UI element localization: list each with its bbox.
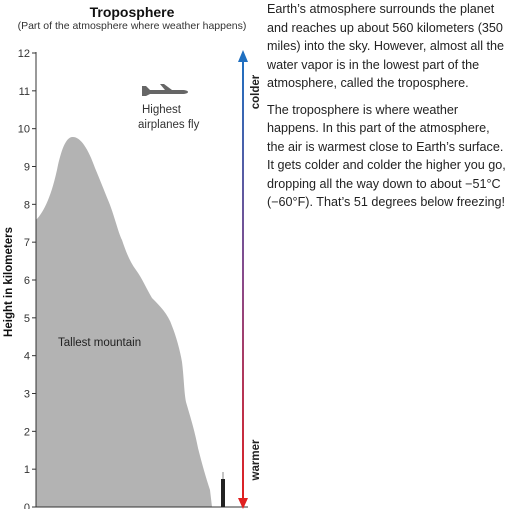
y-tick-label: 9 [24, 162, 30, 174]
y-tick-label: 1 [24, 464, 30, 476]
y-tick-label: 0 [24, 502, 30, 509]
y-tick-label: 11 [19, 86, 30, 98]
airplane-icon [142, 84, 188, 96]
y-tick-label: 3 [24, 389, 30, 401]
airplanes-label-line1: Highest [142, 104, 182, 116]
diagram-subtitle: (Part of the atmosphere where weather ha… [17, 20, 247, 32]
y-tick-label: 4 [24, 351, 30, 363]
warmer-label: warmer [250, 439, 262, 481]
y-tick-label: 7 [24, 237, 30, 249]
airplanes-label-line2: airplanes fly [138, 119, 200, 131]
tower-icon [221, 472, 225, 507]
y-tick-label: 2 [24, 426, 30, 438]
paragraph-2: The troposphere is where weather happens… [267, 102, 506, 210]
mountain-shape [36, 136, 212, 507]
y-tick-label: 12 [18, 48, 30, 60]
diagram-title: Troposphere [89, 4, 175, 20]
colder-label: colder [250, 74, 262, 109]
explanation-text: Earth’s atmosphere surrounds the planet … [267, 0, 509, 220]
y-tick-label: 10 [18, 124, 30, 136]
y-axis-label: Height in kilometers [3, 227, 15, 337]
paragraph-1: Earth’s atmosphere surrounds the planet … [267, 2, 505, 90]
y-tick-label: 8 [24, 199, 30, 211]
y-tick-label: 5 [24, 313, 30, 325]
mountain-label: Tallest mountain [58, 337, 141, 349]
temperature-arrow [238, 50, 248, 509]
y-tick-label: 6 [24, 275, 30, 287]
